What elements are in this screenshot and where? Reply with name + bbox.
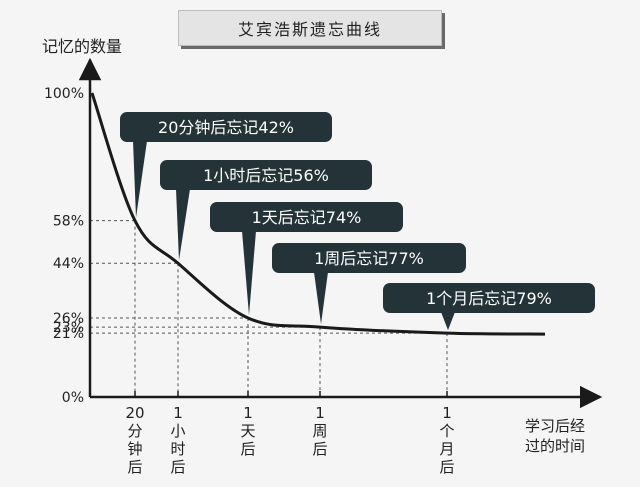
callout-label: 1小时后忘记56% — [203, 166, 329, 185]
x-tick-label: 后 — [312, 440, 327, 458]
x-tick-label: 后 — [127, 458, 142, 476]
x-tick-label: 后 — [439, 458, 454, 476]
y-axis-label: 记忆的数量 — [42, 37, 122, 56]
x-axis-label-line: 学习后经 — [525, 417, 585, 435]
y-tick-label: 58% — [53, 214, 84, 230]
y-tick-label: 44% — [53, 256, 84, 272]
x-tick-label: 后 — [170, 458, 185, 476]
callout-box — [120, 112, 332, 142]
callout-pointer — [441, 312, 455, 331]
x-tick-label: 1 — [315, 404, 325, 422]
x-tick-label: 天 — [240, 422, 255, 440]
x-tick-label: 1 — [442, 404, 452, 422]
x-axis-label-line: 过的时间 — [525, 437, 585, 455]
callout: 1天后忘记74% — [210, 202, 403, 315]
forgetting-curve-line — [90, 92, 546, 336]
callout: 1周后忘记77% — [272, 243, 466, 325]
callout-box — [383, 283, 595, 313]
callout-label: 1天后忘记74% — [252, 208, 362, 227]
y-tick-label: 21% — [53, 326, 84, 342]
x-tick-label: 钟 — [127, 440, 142, 458]
callout-pointer — [314, 272, 328, 325]
y-tick-label: 26% — [53, 311, 84, 327]
callout-label: 1周后忘记77% — [314, 249, 424, 268]
callout: 1小时后忘记56% — [160, 160, 372, 261]
x-tick-label: 月 — [439, 440, 454, 458]
callout-pointer — [133, 141, 147, 218]
callout-box — [272, 243, 466, 273]
callout-box — [210, 202, 403, 232]
callout: 20分钟后忘记42% — [120, 112, 332, 218]
x-tick-label: 分 — [127, 422, 142, 440]
x-tick-label: 时 — [170, 440, 185, 458]
callout-label: 20分钟后忘记42% — [158, 118, 294, 137]
x-tick-label: 周 — [312, 422, 327, 440]
y-tick-label: 0% — [62, 390, 84, 406]
y-tick-label: 23% — [53, 320, 84, 336]
chart-title: 艾宾浩斯遗忘曲线 — [178, 10, 442, 46]
x-tick-label: 后 — [240, 440, 255, 458]
x-tick-label: 小 — [170, 422, 185, 440]
callout-label: 1个月后忘记79% — [426, 289, 552, 308]
x-tick-label: 个 — [439, 422, 454, 440]
y-tick-label: 100% — [44, 86, 84, 102]
callout-pointer — [176, 189, 190, 261]
callout-box — [160, 160, 372, 190]
x-tick-label: 1 — [173, 404, 183, 422]
x-tick-label: 20 — [125, 404, 144, 422]
x-tick-label: 1 — [243, 404, 253, 422]
callout-pointer — [242, 231, 256, 315]
callout: 1个月后忘记79% — [383, 283, 595, 331]
